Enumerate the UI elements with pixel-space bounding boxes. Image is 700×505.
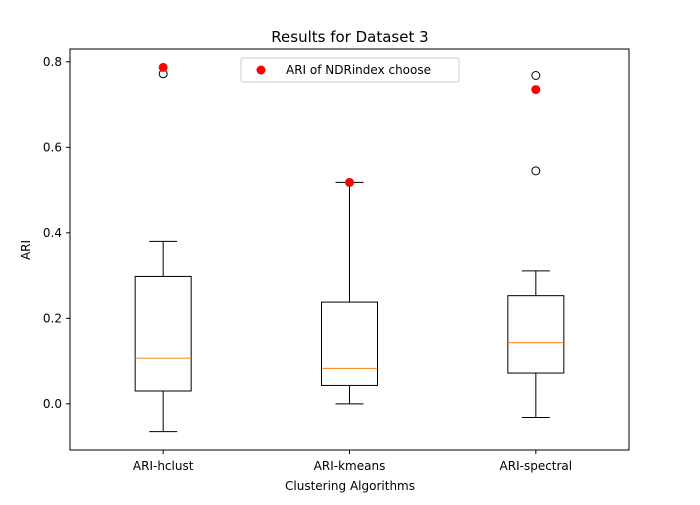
outlier-ari-spectral-0 (531, 166, 541, 176)
highlight-point-ari-hclust (158, 62, 168, 72)
highlight-point-ari-kmeans (345, 177, 354, 187)
y-tick-label-1: 0.2 (43, 311, 62, 325)
chart-title: Results for Dataset 3 (271, 28, 428, 46)
y-tick-label-3: 0.6 (43, 140, 62, 154)
y-tick-label-4: 0.8 (43, 55, 62, 69)
x-tick-label-2: ARI-spectral (500, 459, 573, 473)
x-tick-label-1: ARI-kmeans (314, 459, 386, 473)
y-tick-label-2: 0.4 (43, 226, 62, 240)
legend-marker-highlight (256, 65, 266, 75)
box-ari-spectral (507, 295, 565, 374)
box-ari-hclust (134, 275, 192, 392)
x-tick-label-0: ARI-hclust (133, 459, 194, 473)
y-tick-label-0: 0.0 (43, 397, 62, 411)
legend: ARI of NDRindex choose (240, 57, 460, 83)
highlight-point-ari-spectral (531, 85, 541, 95)
y-axis-label: ARI (19, 240, 33, 260)
plot-frame (69, 48, 630, 451)
box-ari-kmeans (321, 301, 378, 386)
legend-frame (240, 57, 460, 83)
outlier-ari-spectral-1 (531, 71, 541, 81)
legend-label-highlight: ARI of NDRindex choose (286, 63, 431, 77)
x-axis-label: Clustering Algorithms (285, 479, 415, 493)
plot-layer: 0.0 0.2 0.4 0.6 0.8 ARI-hclust ARI-kmeans ARI-s… (43, 55, 572, 473)
